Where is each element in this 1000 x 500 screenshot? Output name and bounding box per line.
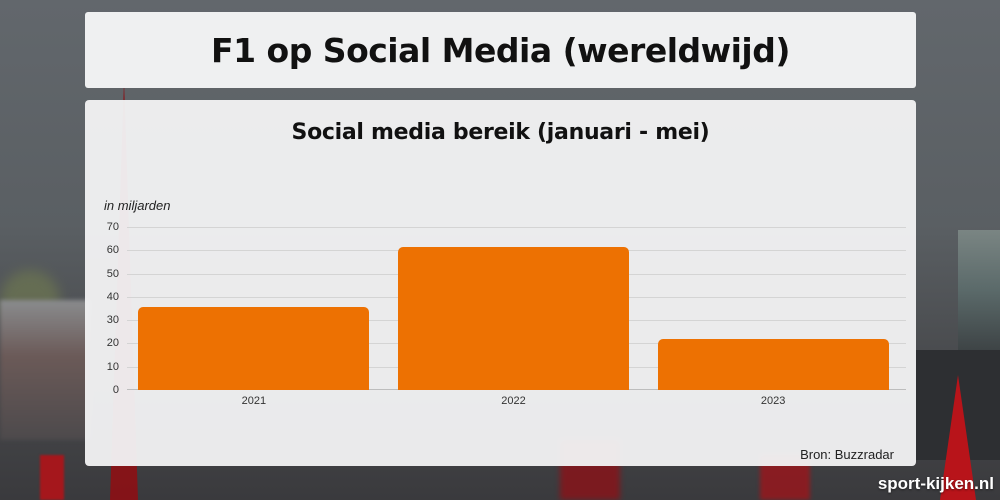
- y-tick-label: 40: [106, 290, 119, 303]
- source-label: Bron: Buzzradar: [800, 447, 894, 462]
- bar-2023: [657, 338, 889, 390]
- bg-grandstand: [0, 300, 90, 440]
- bg-flag: [940, 375, 976, 500]
- y-axis-unit-label: in miljarden: [104, 198, 171, 213]
- chart-panel: Social media bereik (januari - mei) in m…: [85, 100, 916, 466]
- y-tick-label: 60: [106, 244, 119, 257]
- title-banner: F1 op Social Media (wereldwijd): [85, 12, 916, 88]
- y-tick-label: 0: [112, 384, 119, 396]
- x-tick-label: 2021: [241, 395, 267, 407]
- watermark-logo: sport-kijken.nl: [877, 474, 994, 493]
- x-tick-label: 2023: [760, 395, 786, 407]
- y-tick-label: 30: [106, 314, 119, 327]
- y-tick-label: 20: [106, 337, 119, 350]
- x-tick-label: 2022: [501, 395, 526, 407]
- bar-2022: [398, 246, 629, 390]
- page-title: F1 op Social Media (wereldwijd): [211, 30, 790, 70]
- chart-title: Social media bereik (januari - mei): [291, 120, 710, 145]
- bar-2021: [138, 307, 370, 390]
- y-tick-label: 50: [106, 267, 119, 280]
- y-tick-label: 10: [106, 360, 119, 373]
- y-tick-label: 70: [106, 221, 119, 233]
- bg-flag: [40, 455, 64, 500]
- gridline: [127, 227, 906, 228]
- bg-tower: [958, 230, 1000, 350]
- plot-area: 0 10 20 30 40 50 60 70 2021 2022 2023: [107, 221, 906, 407]
